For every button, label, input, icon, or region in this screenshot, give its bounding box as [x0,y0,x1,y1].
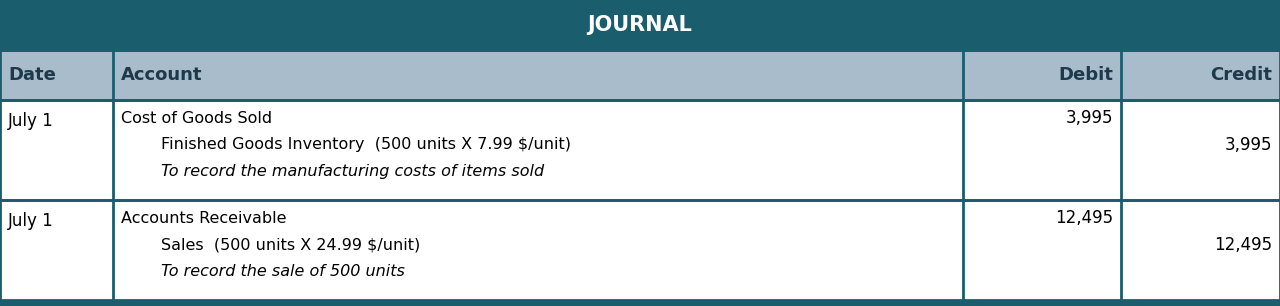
Bar [0,100,1280,200]
Text: Date: Date [8,66,56,84]
Text: To record the manufacturing costs of items sold: To record the manufacturing costs of ite… [161,163,544,179]
Text: Accounts Receivable: Accounts Receivable [120,211,287,226]
Text: July 1: July 1 [8,112,54,130]
Text: 3,995: 3,995 [1225,136,1272,154]
Bar [0,50,1280,100]
Text: JOURNAL: JOURNAL [588,15,692,35]
Text: 12,495: 12,495 [1055,209,1114,227]
Text: Finished Goods Inventory  (500 units X 7.99 $/unit): Finished Goods Inventory (500 units X 7.… [161,137,571,152]
Text: To record the sale of 500 units: To record the sale of 500 units [161,263,404,278]
Text: Account: Account [120,66,202,84]
Bar [0,200,1280,300]
Text: Sales  (500 units X 24.99 $/unit): Sales (500 units X 24.99 $/unit) [161,237,420,252]
Text: 12,495: 12,495 [1213,236,1272,254]
Text: Cost of Goods Sold: Cost of Goods Sold [120,111,271,126]
Text: Credit: Credit [1210,66,1272,84]
Text: Debit: Debit [1059,66,1114,84]
Bar [0,0,1280,50]
Text: July 1: July 1 [8,212,54,230]
Text: 3,995: 3,995 [1066,110,1114,127]
